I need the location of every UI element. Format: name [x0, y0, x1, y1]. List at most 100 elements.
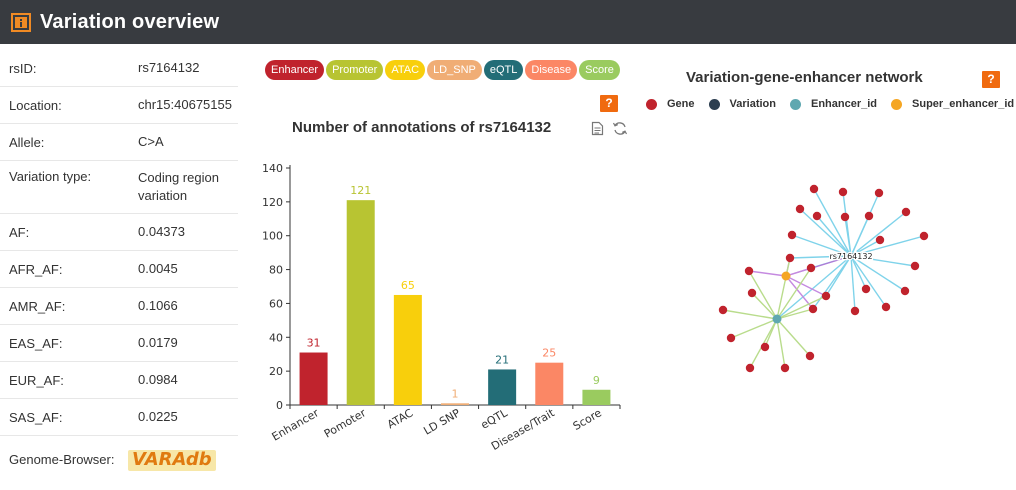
bar-value-label: 1: [452, 387, 459, 400]
variation-gene-enhancer-network[interactable]: rs7164132: [700, 170, 960, 390]
gene-node[interactable]: [840, 212, 850, 222]
legend-label: Variation: [729, 98, 776, 110]
gene-node[interactable]: [919, 231, 929, 241]
super-enhancer-node[interactable]: [781, 271, 791, 281]
gene-node[interactable]: [861, 284, 871, 294]
legend-item-variation[interactable]: Variation: [708, 98, 776, 110]
refresh-icon[interactable]: [612, 121, 628, 141]
annotation-category-badges: Enhancer Promoter ATAC LD_SNP eQTL Disea…: [265, 60, 620, 80]
x-tick-label: eQTL: [479, 406, 511, 432]
enhancer-node[interactable]: [772, 314, 782, 324]
badge-disease[interactable]: Disease: [525, 60, 578, 80]
info-label: EAS_AF:: [9, 335, 63, 351]
info-row-genome-browser: Genome-Browser: VARAdb: [0, 436, 238, 484]
info-value: 0.0984: [138, 372, 178, 387]
info-label: AMR_AF:: [9, 298, 66, 314]
info-value: 0.0179: [138, 335, 178, 350]
bar-enhancer[interactable]: [299, 352, 328, 405]
info-row-rsid: rsID: rs7164132: [0, 50, 238, 87]
legend-item-super-enhancer-id[interactable]: Super_enhancer_id: [891, 98, 1014, 110]
info-value: C>A: [138, 134, 164, 149]
edge-variation-gene: [850, 239, 881, 257]
bar-score[interactable]: [582, 389, 611, 405]
gene-node[interactable]: [910, 261, 920, 271]
edge-variation-gene: [789, 255, 852, 259]
gene-node[interactable]: [747, 288, 757, 298]
genome-browser-link[interactable]: VARAdb: [128, 449, 238, 471]
bar-value-label: 21: [495, 353, 509, 366]
data-view-icon[interactable]: [591, 121, 604, 141]
edge-enhancer-gene: [776, 295, 827, 320]
gene-node[interactable]: [745, 363, 755, 373]
x-tick-label: Pomoter: [322, 406, 369, 441]
gene-node[interactable]: [901, 207, 911, 217]
edge-enhancer-gene: [748, 270, 778, 320]
x-tick-label: ATAC: [385, 406, 416, 431]
gene-node[interactable]: [864, 211, 874, 221]
badge-enhancer[interactable]: Enhancer: [265, 60, 325, 80]
bar-value-label: 31: [307, 337, 321, 350]
gene-node[interactable]: [808, 304, 818, 314]
gene-node[interactable]: [874, 188, 884, 198]
gene-node[interactable]: [809, 184, 819, 194]
x-tick-label: Score: [571, 406, 604, 433]
chart-help-icon[interactable]: ?: [600, 95, 618, 112]
legend-item-gene[interactable]: Gene: [646, 98, 695, 110]
y-tick-label: 0: [276, 399, 283, 412]
gene-node[interactable]: [881, 302, 891, 312]
info-value: 0.04373: [138, 224, 185, 239]
info-label: rsID:: [9, 60, 37, 76]
variation-node[interactable]: [847, 252, 855, 260]
info-value: 0.0225: [138, 409, 178, 424]
info-value: 0.0045: [138, 261, 178, 276]
bar-pomoter[interactable]: [346, 200, 375, 405]
gene-node[interactable]: [795, 204, 805, 214]
gene-node[interactable]: [744, 266, 754, 276]
info-row-allele: Allele: C>A: [0, 124, 238, 161]
bar-ld-snp[interactable]: [441, 403, 469, 405]
info-row-amr-af: AMR_AF: 0.1066: [0, 288, 238, 325]
legend-item-enhancer-id[interactable]: Enhancer_id: [789, 98, 878, 110]
network-legend: Gene Variation Enhancer_id Super_enhance…: [646, 98, 1014, 110]
legend-label: Enhancer_id: [810, 98, 878, 110]
gene-node[interactable]: [812, 211, 822, 221]
edge-enhancer-gene: [776, 308, 814, 320]
bar-atac[interactable]: [393, 294, 422, 405]
gene-node[interactable]: [785, 253, 795, 263]
edge-enhancer-gene: [751, 292, 778, 320]
varadb-logo[interactable]: VARAdb: [128, 449, 216, 471]
network-help-icon[interactable]: ?: [982, 71, 1000, 88]
info-label: EUR_AF:: [9, 372, 64, 388]
variation-node-label: rs7164132: [829, 252, 872, 261]
bar-disease-trait[interactable]: [535, 362, 564, 405]
badge-score[interactable]: Score: [579, 60, 620, 80]
info-label: AFR_AF:: [9, 261, 63, 277]
gene-node[interactable]: [900, 286, 910, 296]
gene-node[interactable]: [718, 305, 728, 315]
network-nodes: rs7164132: [718, 184, 929, 373]
network-edges: [722, 188, 925, 369]
edge-variation-gene: [850, 215, 870, 257]
legend-dot: [891, 98, 903, 110]
edge-variation-gene: [799, 208, 852, 257]
badge-atac[interactable]: ATAC: [385, 60, 426, 80]
gene-node[interactable]: [780, 363, 790, 373]
badge-eqtl[interactable]: eQTL: [483, 60, 524, 80]
info-row-location: Location: chr15:40675155: [0, 87, 238, 124]
legend-dot: [646, 98, 657, 110]
gene-node[interactable]: [821, 291, 831, 301]
edge-variation-gene: [816, 215, 852, 257]
gene-node[interactable]: [838, 187, 848, 197]
badge-ld-snp[interactable]: LD_SNP: [427, 60, 482, 80]
gene-node[interactable]: [805, 351, 815, 361]
bar-eqtl[interactable]: [488, 369, 517, 405]
gene-node[interactable]: [787, 230, 797, 240]
gene-node[interactable]: [850, 306, 860, 316]
gene-node[interactable]: [760, 342, 770, 352]
gene-node[interactable]: [875, 235, 885, 245]
badge-promoter[interactable]: Promoter: [326, 60, 384, 80]
info-value: rs7164132: [138, 60, 200, 75]
y-tick-label: 80: [269, 264, 283, 277]
gene-node[interactable]: [806, 263, 816, 273]
gene-node[interactable]: [726, 333, 736, 343]
